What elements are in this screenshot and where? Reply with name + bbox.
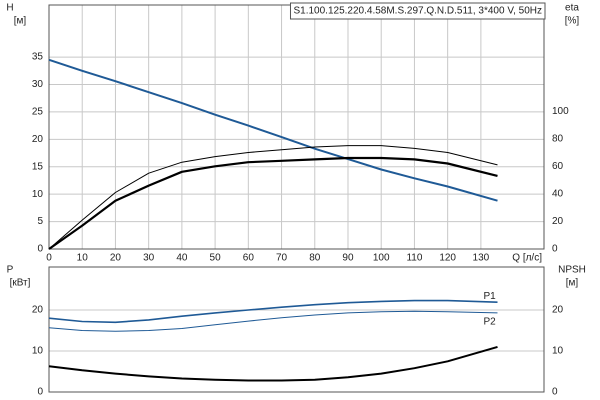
y2-tick-label: 0 — [552, 244, 558, 255]
x-tick-label: 30 — [143, 253, 155, 264]
series-line — [48, 58, 498, 202]
y-axis-label: H — [6, 3, 13, 14]
y-tick-label: 0 — [37, 244, 43, 255]
plot-frame — [48, 4, 545, 250]
x-tick-label: 90 — [342, 253, 354, 264]
x-tick-label: 40 — [176, 253, 188, 264]
x-tick-label: 80 — [309, 253, 321, 264]
y-axis-unit: [кВт] — [10, 278, 31, 289]
y-tick-label: 25 — [32, 107, 44, 118]
y-axis-label: P — [7, 265, 14, 276]
x-tick-label: 120 — [439, 253, 456, 264]
x-tick-label: 0 — [46, 253, 52, 264]
plot-frame — [48, 266, 545, 393]
y2-tick-label: 0 — [552, 387, 558, 398]
y-axis-unit: [м] — [14, 16, 27, 27]
y2-tick-label: 80 — [552, 133, 564, 144]
y-tick-label: 20 — [32, 134, 44, 145]
series-line — [48, 145, 498, 250]
x-tick-label: 110 — [406, 253, 422, 264]
chart-title: S1.100.125.220.4.58M.S.297.Q.N.D.511, 3*… — [293, 6, 542, 17]
series-line — [48, 310, 498, 332]
y-tick-label: 15 — [32, 161, 44, 172]
y2-tick-label: 20 — [552, 305, 564, 316]
y2-tick-label: 10 — [552, 346, 564, 357]
y-tick-label: 10 — [32, 189, 44, 200]
y2-tick-label: 60 — [552, 161, 564, 172]
y-tick-label: 10 — [32, 346, 44, 357]
y-tick-label: 5 — [37, 216, 43, 227]
y-tick-label: 20 — [32, 305, 44, 316]
y-tick-label: 35 — [32, 52, 44, 63]
y2-tick-label: 40 — [552, 188, 564, 199]
y2-tick-label: 20 — [552, 216, 564, 227]
y2-axis-unit: [%] — [565, 16, 580, 27]
x-tick-label: 130 — [473, 253, 490, 264]
x-tick-label: 60 — [243, 253, 255, 264]
x-tick-label: 20 — [110, 253, 122, 264]
title-box — [289, 2, 546, 20]
series-label: P1 — [483, 291, 496, 302]
series-line — [48, 345, 498, 382]
x-tick-label: 50 — [210, 253, 222, 264]
x-tick-label: 10 — [77, 253, 89, 264]
x-axis-label: Q [л/с] — [512, 253, 542, 264]
x-tick-label: 70 — [276, 253, 288, 264]
y2-axis-label: NPSH — [558, 265, 586, 276]
series-label: P2 — [483, 317, 496, 328]
x-tick-label: 100 — [373, 253, 390, 264]
y2-axis-unit: [м] — [566, 278, 579, 289]
y-tick-label: 30 — [32, 79, 44, 90]
y2-axis-label: eta — [565, 3, 579, 14]
y-tick-label: 0 — [37, 387, 43, 398]
series-line — [48, 156, 498, 250]
y2-tick-label: 100 — [552, 106, 569, 117]
series-line — [48, 299, 498, 324]
